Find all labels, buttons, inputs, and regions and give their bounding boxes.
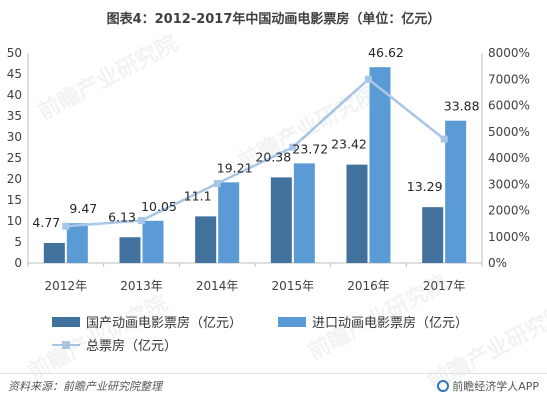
brand-text: 前瞻经济学人APP (452, 380, 539, 393)
x-tick-label: 2014年 (196, 279, 239, 293)
x-tick-label: 2017年 (423, 279, 466, 293)
line-total-box-office (65, 77, 445, 228)
data-label: 10.05 (141, 199, 177, 214)
line-point (289, 143, 297, 151)
footer: 资料来源：前瞻产业研究院整理 前瞻经济学人APP (0, 373, 547, 404)
y-tick-label: 40 (7, 88, 22, 102)
legend-label: 进口动画电影票房（亿元） (312, 316, 469, 331)
y-tick-label: 0 (14, 256, 22, 270)
y2-tick-label: 1000% (488, 230, 530, 244)
legend-label: 总票房（亿元） (86, 339, 178, 354)
x-tick-label: 2012年 (45, 279, 88, 293)
y-tick-label: 35 (7, 109, 22, 123)
line-point (365, 75, 372, 83)
y2-tick-label: 0% (488, 256, 507, 270)
x-tick-label: 2016年 (347, 279, 390, 293)
data-label: 46.62 (368, 45, 404, 60)
brand-logo-icon (437, 380, 450, 392)
data-label: 23.72 (292, 141, 328, 156)
data-label: 9.47 (69, 201, 97, 216)
y2-tick-label: 8000% (488, 46, 530, 60)
y2-tick-label: 6000% (488, 99, 530, 113)
bar-domestic (422, 207, 444, 263)
y-tick-label: 10 (7, 214, 22, 228)
y-tick-label: 15 (7, 193, 22, 207)
data-label: 6.13 (108, 209, 136, 224)
data-label: 20.38 (255, 149, 291, 164)
source-note: 资料来源：前瞻产业研究院整理 (8, 380, 162, 393)
data-label: 33.88 (444, 99, 480, 114)
y-tick-label: 5 (14, 235, 22, 249)
bar-domestic (195, 216, 217, 263)
x-tick-label: 2013年 (120, 279, 163, 293)
bar-domestic (270, 177, 292, 263)
y2-tick-label: 7000% (488, 72, 530, 86)
y-tick-label: 45 (7, 67, 22, 81)
data-label: 4.77 (32, 215, 60, 230)
bar-imported (293, 163, 315, 263)
y-tick-label: 25 (7, 151, 22, 165)
legend-item: 进口动画电影票房（亿元） (278, 312, 468, 331)
legend-swatch (278, 316, 306, 327)
y2-tick-label: 3000% (488, 177, 530, 191)
legend-swatch (52, 316, 80, 327)
bar-domestic (43, 242, 65, 263)
legend-swatch (52, 340, 80, 350)
data-label: 23.42 (331, 137, 367, 152)
bar-imported (445, 120, 467, 263)
bar-domestic (119, 237, 141, 263)
bar-imported (369, 67, 391, 263)
line-point (62, 222, 70, 230)
line-point (440, 135, 448, 143)
brand-label: 前瞻经济学人APP (437, 378, 539, 394)
bar-imported (66, 223, 88, 263)
bar-imported (142, 220, 164, 263)
chart-plot: 0 5 10 15 20 25 30 35 40 45 50 0% 1000% 2000% 3000% 400… (7, 45, 530, 293)
y2-tick-label: 2000% (488, 204, 530, 218)
y2-tick-label: 5000% (488, 125, 530, 139)
chart-title: 图表4：2012-2017年中国动画电影票房（单位：亿元） (106, 12, 441, 27)
y-tick-label: 30 (7, 130, 22, 144)
y-tick-label: 50 (7, 46, 22, 60)
line-point (138, 216, 145, 224)
data-label: 19.21 (217, 160, 253, 175)
x-tick-label: 2015年 (272, 279, 315, 293)
legend-label: 国产动画电影票房（亿元） (86, 316, 243, 331)
bar-imported (218, 182, 240, 263)
legend-item: 国产动画电影票房（亿元） (52, 312, 242, 331)
y-tick-label: 20 (7, 172, 22, 186)
y2-tick-label: 4000% (488, 151, 530, 165)
bar-domestic (346, 164, 368, 263)
legend-item: 总票房（亿元） (52, 335, 177, 354)
data-label: 13.29 (407, 179, 443, 194)
line-point (213, 179, 221, 187)
data-label: 11.1 (184, 188, 212, 203)
